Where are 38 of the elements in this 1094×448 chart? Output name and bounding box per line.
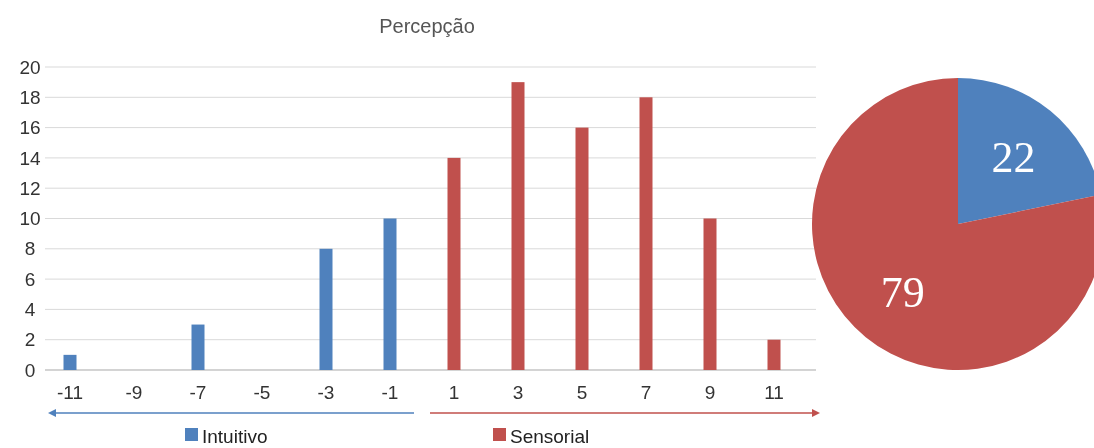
bar bbox=[575, 127, 589, 370]
x-tick-label: -5 bbox=[253, 381, 271, 403]
y-tick-label: 8 bbox=[24, 238, 36, 260]
bar bbox=[319, 248, 333, 370]
x-tick-label: -11 bbox=[56, 381, 84, 403]
x-tick-label: -3 bbox=[317, 381, 335, 403]
y-tick-label: 0 bbox=[24, 359, 36, 381]
chart-title: Percepção bbox=[379, 15, 475, 37]
bar bbox=[447, 157, 461, 370]
data-label: 22 bbox=[991, 132, 1036, 182]
y-tick-label: 10 bbox=[19, 208, 41, 230]
data-label: 79 bbox=[880, 268, 925, 318]
y-tick-label: 20 bbox=[19, 56, 41, 78]
x-tick-label: 5 bbox=[576, 381, 588, 403]
bar bbox=[639, 97, 653, 370]
bar bbox=[383, 218, 397, 370]
bar bbox=[703, 218, 717, 370]
x-tick-label: 1 bbox=[448, 381, 460, 403]
bar bbox=[767, 339, 781, 370]
x-tick-label: 9 bbox=[704, 381, 716, 403]
bar bbox=[191, 324, 205, 370]
legend-label: Sensorial bbox=[510, 425, 590, 447]
y-tick-label: 6 bbox=[24, 268, 36, 290]
x-tick-label: -9 bbox=[125, 381, 143, 403]
bar bbox=[63, 354, 77, 370]
x-tick-label: 7 bbox=[640, 381, 652, 403]
x-tick-label: 11 bbox=[764, 381, 784, 403]
y-tick-label: 16 bbox=[19, 117, 41, 139]
y-tick-label: 2 bbox=[24, 329, 36, 351]
legend-label: Intuitivo bbox=[202, 425, 268, 447]
y-tick-label: 12 bbox=[19, 177, 41, 199]
x-tick-label: -7 bbox=[189, 381, 207, 403]
y-tick-label: 18 bbox=[19, 86, 41, 108]
x-tick-label: 3 bbox=[512, 381, 524, 403]
y-tick-label: 14 bbox=[19, 147, 41, 169]
y-tick-label: 4 bbox=[24, 299, 36, 321]
x-tick-label: -1 bbox=[381, 381, 399, 403]
bar bbox=[511, 82, 525, 370]
